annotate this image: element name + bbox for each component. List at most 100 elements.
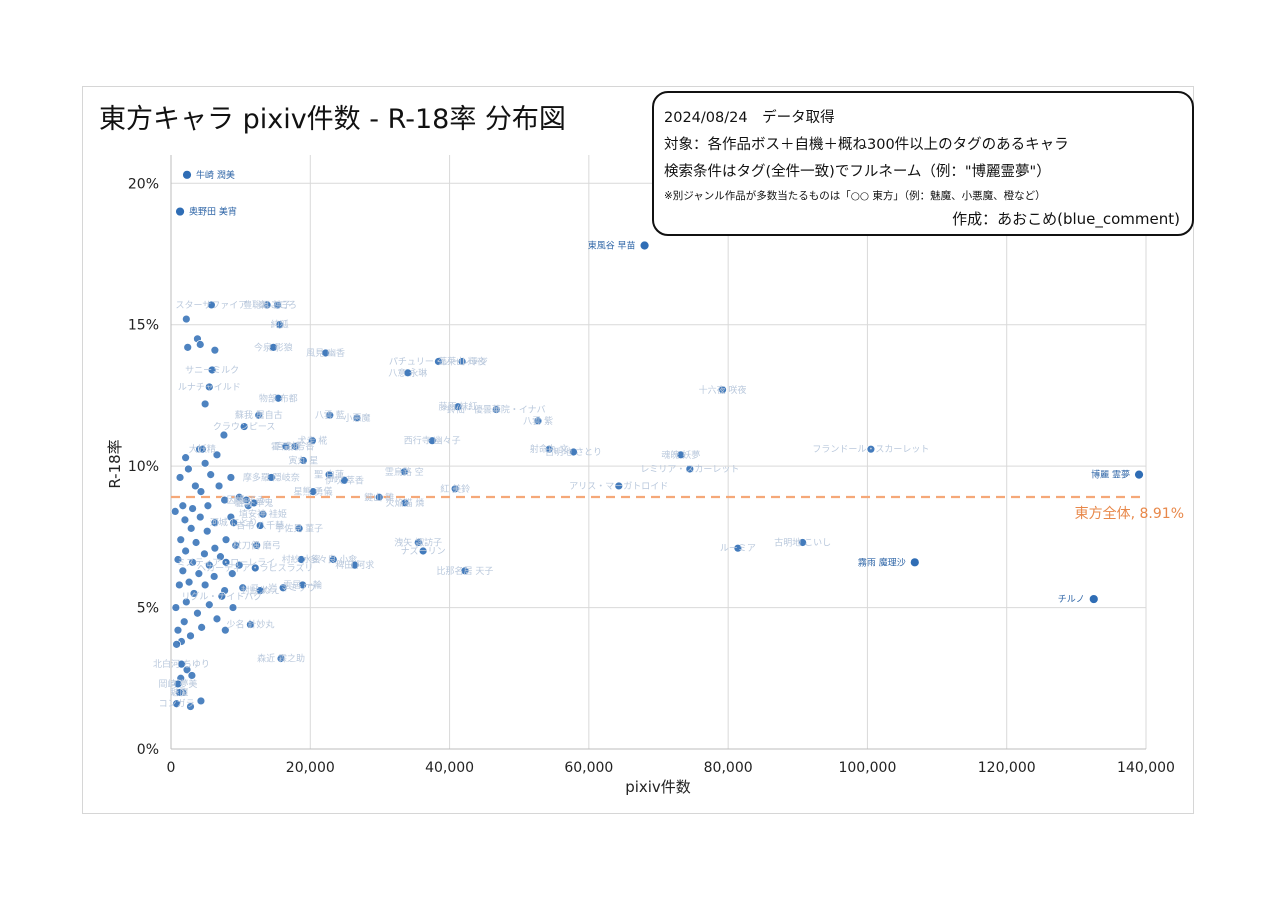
- data-point: [294, 523, 304, 533]
- data-point: [193, 608, 202, 618]
- point-label: チルノ: [1058, 594, 1085, 605]
- data-point: [226, 473, 236, 482]
- data-point: [188, 504, 197, 513]
- data-point: [639, 240, 650, 251]
- data-point: [189, 589, 199, 598]
- data-point: [255, 586, 265, 596]
- data-point: [182, 665, 192, 675]
- data-point: [273, 300, 282, 310]
- data-point: [188, 557, 197, 567]
- point-label: 鈴仙・優曇華院・イナバ: [447, 404, 546, 416]
- point-label: ヘカーティア・ラピスラズリ: [197, 562, 313, 574]
- info-credit: 作成：あおこめ(blue_comment): [952, 210, 1180, 228]
- data-point: [245, 620, 255, 629]
- data-point: [194, 569, 204, 579]
- data-point: [196, 696, 206, 706]
- data-point: [450, 484, 460, 494]
- data-point: [241, 495, 251, 505]
- point-label: 八意 永琳: [388, 367, 427, 379]
- data-point: [204, 560, 214, 570]
- data-point: [228, 603, 238, 612]
- point-label: 霍 青娥: [271, 440, 301, 452]
- data-point: [174, 580, 184, 590]
- data-point: [350, 560, 360, 570]
- data-point: [173, 625, 183, 635]
- data-point: [685, 464, 695, 474]
- data-point: [180, 515, 190, 525]
- point-label: 星熊 勇儀: [294, 486, 333, 498]
- data-point: [207, 365, 217, 375]
- data-point: [204, 382, 214, 392]
- data-point: [176, 535, 186, 545]
- point-label: レミリア・スカーレット: [640, 464, 739, 475]
- data-point: [252, 540, 262, 550]
- data-point: [191, 538, 201, 547]
- grid-layer: [171, 155, 1147, 749]
- data-point: [234, 560, 244, 570]
- point-label: 封獣 ぬえ: [241, 585, 280, 597]
- data-point: [249, 498, 259, 508]
- data-point: [200, 549, 209, 559]
- data-point: [325, 410, 335, 420]
- y-tick-label: 15%: [128, 318, 159, 334]
- data-point: [212, 614, 222, 624]
- point-label: 八雲 藍: [315, 409, 345, 421]
- data-point: [533, 416, 543, 426]
- point-label: 雲居 一輪: [283, 579, 322, 591]
- data-point: [175, 206, 185, 217]
- point-label: 稗田 阿求: [335, 559, 374, 571]
- x-tick-label: 20,000: [286, 760, 335, 776]
- data-point: [172, 639, 181, 649]
- data-point: [220, 625, 230, 635]
- data-point: [172, 699, 181, 709]
- data-point: [268, 342, 278, 352]
- data-point: [227, 569, 237, 579]
- info-note: ※別ジャンル作品が多数当たるものは「○○ 東方」（例：魅魔、小悪魔、橙など）: [664, 190, 1046, 202]
- data-point: [400, 498, 410, 508]
- point-label: 物部 布都: [259, 392, 298, 404]
- data-point: [170, 506, 180, 516]
- data-point: [184, 464, 193, 474]
- point-label: 霧雨 魔理沙: [858, 556, 906, 568]
- point-label: 岡崎 夢美: [159, 678, 198, 690]
- chart-title: 東方キャラ pixiv件数 - R-18率 分布図: [99, 104, 566, 135]
- data-point: [273, 393, 283, 403]
- point-label: 少名 針妙丸: [226, 619, 274, 631]
- data-point: [718, 385, 727, 395]
- data-point: [206, 470, 216, 480]
- point-label: 魅魔: [170, 686, 188, 698]
- data-point: [229, 518, 239, 528]
- point-label: 埴安神 袿姫: [239, 508, 287, 520]
- info-target: 対象：各作品ボス＋自機＋概ね300件以上のタグのあるキャラ: [664, 137, 1069, 153]
- x-tick-label: 80,000: [704, 760, 753, 776]
- data-point: [181, 314, 191, 324]
- data-point: [231, 540, 241, 550]
- data-point: [184, 577, 194, 587]
- point-label: ルーミア: [720, 544, 756, 554]
- info-box: 2024/08/24 データ取得 対象：各作品ボス＋自機＋概ね300件以上のタグ…: [652, 91, 1194, 236]
- data-point: [308, 487, 318, 497]
- data-point: [210, 543, 220, 553]
- point-label: 東風谷 早苗: [588, 240, 636, 252]
- data-point: [324, 470, 334, 480]
- point-label: 純狐: [271, 319, 289, 331]
- data-point: [212, 450, 222, 460]
- data-point: [186, 702, 195, 711]
- point-label: ナズーリン: [401, 545, 446, 557]
- data-point: [200, 399, 210, 409]
- info-condition: 検索条件はタグ(全件一致)でフルネーム（例："博麗霊夢"）: [664, 164, 1051, 180]
- data-point: [460, 566, 470, 576]
- data-point: [290, 441, 300, 451]
- data-point: [210, 345, 220, 355]
- point-label: 犬走 椛: [297, 435, 327, 447]
- data-point: [197, 622, 207, 632]
- data-point: [1088, 594, 1099, 604]
- point-label: 豊聡耳 神子: [243, 299, 291, 311]
- point-label: パチュリー・ノーレッジ: [389, 356, 488, 367]
- point-label: 西行寺 幽々子: [404, 435, 461, 447]
- y-axis-label: R-18率: [106, 439, 124, 488]
- point-label: 紅 美鈴: [440, 483, 470, 495]
- data-point: [255, 521, 265, 530]
- point-label: 河城 にとり: [210, 517, 258, 529]
- data-point: [457, 357, 467, 366]
